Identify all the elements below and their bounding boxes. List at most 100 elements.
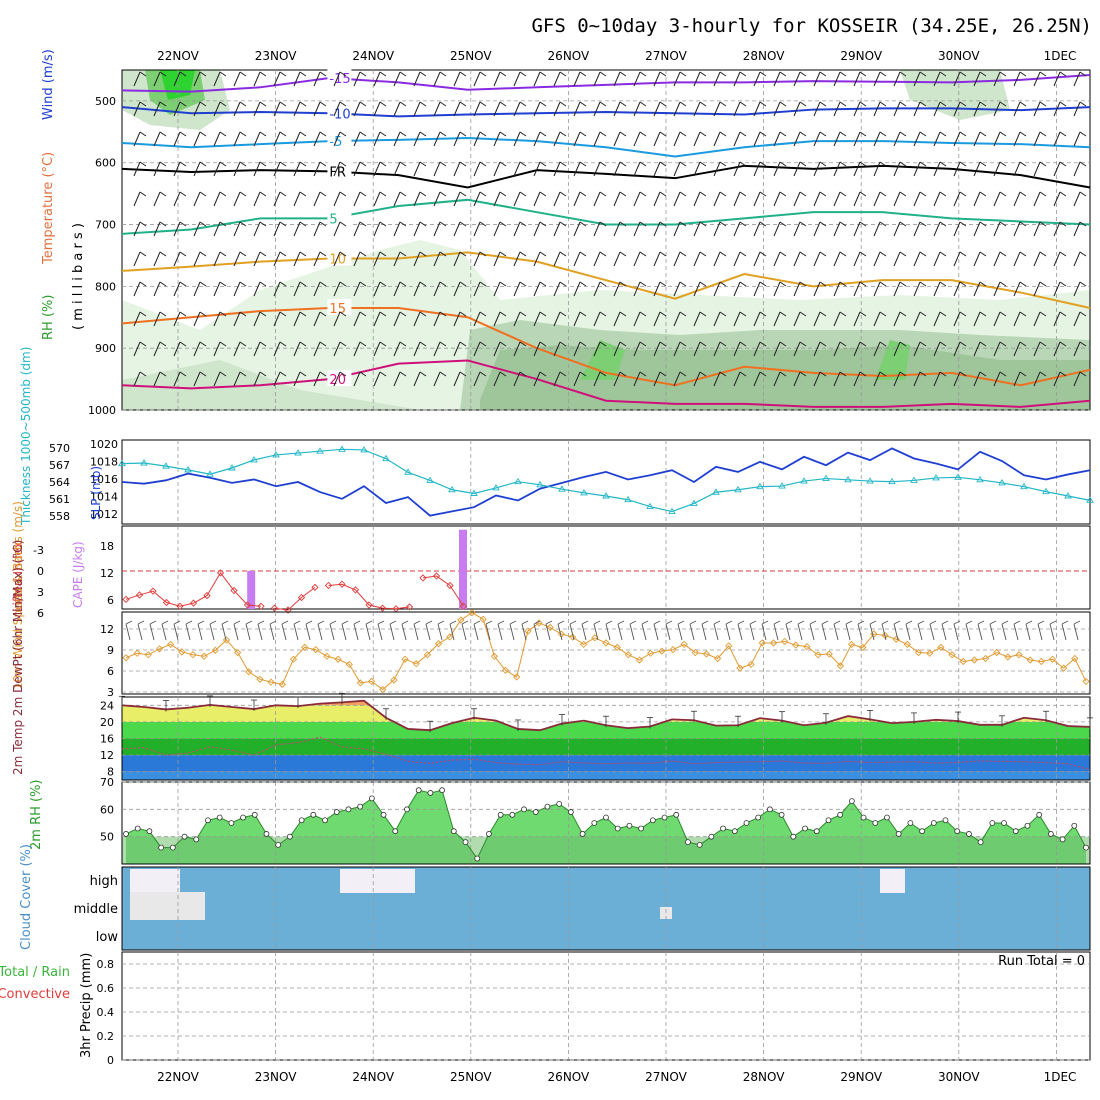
wind-barb [533, 251, 541, 267]
temperature-label: Temperature (°C) [41, 152, 56, 265]
wind-barb-flag [139, 281, 147, 287]
date-label-bottom: 1DEC [1044, 1070, 1077, 1084]
wind-barb-flag [759, 251, 767, 257]
rh-point [345, 806, 352, 813]
date-label-bottom: 22NOV [157, 1070, 199, 1084]
cloud-frame [121, 866, 1091, 951]
wind-barb-flag [219, 251, 227, 257]
wind-barb-flag [639, 251, 647, 257]
rh-point [1012, 828, 1019, 835]
wind-barb [1073, 131, 1081, 147]
date-label-bottom: 24NOV [352, 1070, 394, 1084]
wind-barb [353, 71, 361, 87]
wind-barb-flag [159, 281, 167, 287]
wind-barb [833, 221, 841, 237]
precip-ytick: 0 [107, 1054, 114, 1067]
wind-barb-flag [599, 281, 607, 287]
wind-barb [893, 251, 901, 267]
wind-barb [393, 161, 401, 177]
wind-speed-point [847, 640, 856, 649]
wind-barb-10m [677, 623, 683, 641]
wind-speed-point [613, 643, 621, 652]
wind-barb-10m-flag [869, 620, 877, 625]
temp-contour [121, 73, 1091, 93]
wind-barb [313, 281, 321, 297]
wind-barb-10m [377, 623, 383, 641]
wind-barb-flag [579, 341, 587, 347]
wind-barb [393, 311, 401, 327]
wind-barb-flag [719, 371, 727, 377]
wind-barb-flag [579, 101, 587, 107]
wind-barb [933, 281, 941, 297]
wind-barb-flag [379, 221, 387, 227]
wind-barb-flag [759, 161, 767, 167]
li-point [419, 574, 427, 582]
wind-speed-point [155, 645, 164, 653]
wind-barb [213, 71, 221, 87]
wind-barb [1073, 281, 1081, 297]
precip-ytick: 0.2 [97, 1030, 115, 1043]
li-point [135, 591, 144, 599]
wind-barb-flag [1039, 221, 1047, 227]
wind-barb [913, 71, 921, 87]
wind-barb [393, 131, 401, 147]
wind-barb-flag [1019, 191, 1027, 197]
wind-barb-flag [1019, 71, 1027, 77]
wind-speed-point [300, 643, 309, 652]
wind-barb [413, 71, 421, 87]
wind-barb-flag [979, 371, 987, 377]
wind-barb-10m-flag [713, 620, 721, 625]
wind-barb [713, 251, 721, 267]
wind-barb [153, 101, 161, 117]
wind-barb-flag [279, 161, 287, 167]
wind-barb-flag [1059, 131, 1067, 137]
wind-barb [533, 101, 541, 117]
temp-contour [121, 198, 1091, 235]
date-label-top: 26NOV [548, 49, 590, 63]
wind-barb [593, 251, 601, 267]
wind-barb [1073, 311, 1081, 327]
wind-barb [453, 341, 461, 357]
thickness-point [910, 476, 918, 483]
rh-point [544, 803, 551, 810]
wind-barb-flag [699, 161, 707, 167]
wind-barb [1013, 311, 1021, 327]
wind-speed-point [568, 633, 577, 641]
wind-barb-10m-flag [137, 620, 145, 625]
wind-barb-flag [499, 101, 507, 107]
wind-barb [613, 131, 621, 147]
thickness-point [756, 482, 764, 490]
wind-barb [993, 101, 1001, 117]
wind-barb-flag [499, 71, 507, 77]
date-label-top: 1DEC [1044, 49, 1077, 63]
li-point [351, 586, 360, 594]
wind-barb [133, 101, 141, 117]
wind-barb-flag [179, 371, 187, 377]
wind-barb [153, 131, 161, 147]
wind-barb-10m-flag [1073, 620, 1081, 625]
wind-barb [673, 191, 681, 207]
rh-point [1024, 822, 1031, 829]
rh-point [591, 820, 598, 826]
rh-point [977, 839, 984, 846]
wind-barb [613, 221, 621, 237]
wind-barb [133, 71, 141, 87]
wind-barb-flag [639, 161, 647, 167]
wind-barb [1053, 101, 1061, 117]
wind-barb [773, 131, 781, 147]
wind-barb-10m [125, 623, 131, 641]
wind-barb [153, 311, 161, 327]
wind-barb-flag [919, 221, 927, 227]
wind-speed-point [680, 640, 688, 649]
wind-barb-flag [479, 71, 487, 77]
rh-point [486, 831, 492, 837]
wind-barb [953, 101, 961, 117]
wind-barb [713, 341, 721, 357]
wind-barb [813, 251, 821, 267]
wind-barb-flag [399, 341, 407, 347]
wind-barb [673, 341, 681, 357]
wind-barb [253, 191, 261, 207]
wind-barb-flag [619, 311, 627, 317]
wind-barb-flag [159, 371, 167, 377]
wind-barb-flag [319, 161, 327, 167]
